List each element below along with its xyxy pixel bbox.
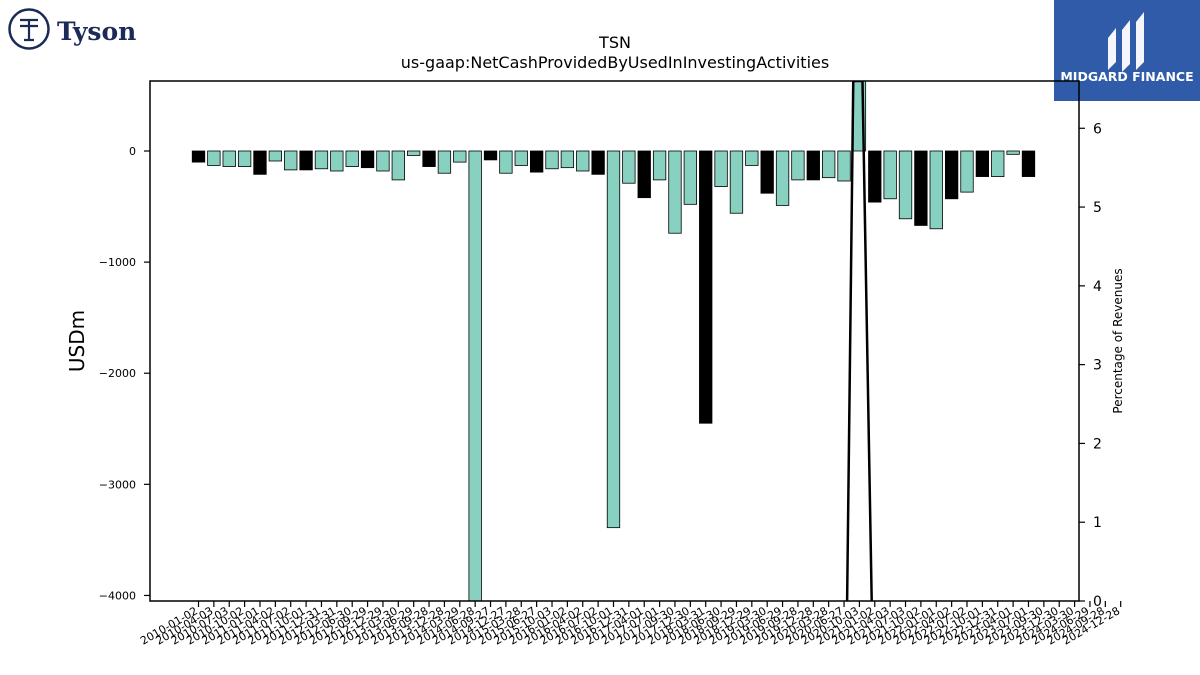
bar: [253, 150, 267, 175]
bar: [637, 150, 651, 199]
bar: [407, 150, 421, 156]
bar: [975, 150, 990, 177]
bar: [652, 150, 667, 181]
y2-tick-label: 5: [1093, 200, 1102, 216]
bar: [514, 150, 528, 166]
bar: [837, 150, 851, 182]
bar: [191, 150, 206, 163]
bar: [591, 150, 605, 175]
bar: [483, 150, 498, 161]
bar: [760, 150, 774, 194]
midgard-m-icon: [1108, 12, 1144, 72]
bar: [330, 150, 344, 172]
bar: [560, 150, 575, 169]
bar: [314, 150, 329, 170]
plot-frame: [149, 80, 1080, 602]
bar: [991, 150, 1005, 177]
tyson-logo-text: Tyson: [57, 17, 136, 46]
y-tick-label: −3000: [99, 478, 136, 491]
bar: [1006, 150, 1020, 155]
bar: [391, 150, 405, 181]
bar: [545, 150, 559, 170]
y-tick-label: 0: [129, 145, 136, 158]
bar: [822, 150, 836, 179]
bar: [699, 150, 713, 424]
y2-tick-label: 1: [1093, 515, 1102, 531]
bar: [791, 150, 805, 181]
bar: [944, 150, 959, 200]
bar: [729, 150, 744, 214]
y2-tick-label: 0: [1093, 594, 1102, 610]
percentage-line: [845, 81, 873, 601]
y2-tick-label: 2: [1093, 436, 1102, 452]
bar: [668, 150, 682, 234]
bar: [683, 150, 697, 205]
bar: [237, 150, 252, 167]
y2-axis-label: Percentage of Revenues: [1111, 268, 1125, 413]
bar: [806, 150, 820, 181]
bar: [284, 150, 298, 171]
bar: [499, 150, 513, 174]
bar: [453, 150, 467, 163]
bar: [529, 150, 544, 173]
midgard-logo-text: MIDGARD FINANCE: [1060, 69, 1193, 84]
bar: [745, 150, 759, 166]
bar: [960, 150, 974, 193]
bar: [929, 150, 943, 230]
bar: [883, 150, 897, 200]
bar: [468, 150, 482, 601]
bar: [345, 150, 359, 167]
tyson-emblem-icon: [8, 8, 50, 50]
bar: [914, 150, 928, 226]
bar: [360, 150, 375, 169]
bar: [576, 150, 590, 172]
bar: [222, 150, 236, 167]
bar: [714, 150, 728, 187]
y2-tick-label: 3: [1093, 358, 1102, 374]
y-tick-label: −4000: [99, 589, 136, 602]
y-tick-label: −1000: [99, 256, 136, 269]
y2-tick-label: 4: [1093, 279, 1102, 295]
bar: [376, 150, 390, 172]
tyson-logo: Tyson: [8, 8, 136, 50]
midgard-logo: MIDGARD FINANCE: [1054, 0, 1200, 101]
bar: [775, 150, 790, 206]
bar: [437, 150, 452, 174]
bar: [622, 150, 636, 184]
bar: [606, 150, 621, 529]
bar: [1021, 150, 1036, 177]
tyson-emblem-t-icon: [20, 18, 38, 42]
bar: [268, 150, 283, 162]
y-axis-label: USDm: [65, 310, 89, 372]
chart-title: TSN: [598, 33, 631, 52]
bar: [299, 150, 313, 171]
chart-subtitle: us-gaap:NetCashProvidedByUsedInInvesting…: [401, 53, 829, 72]
bar: [422, 150, 436, 167]
y-tick-label: −2000: [99, 367, 136, 380]
y2-tick-label: 6: [1093, 121, 1102, 137]
bar: [207, 150, 221, 166]
bar: [898, 150, 913, 220]
bar: [868, 150, 882, 203]
